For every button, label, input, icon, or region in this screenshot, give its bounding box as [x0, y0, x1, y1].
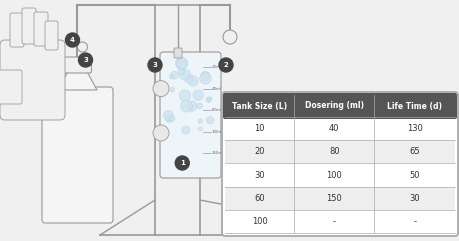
Circle shape	[199, 72, 211, 84]
Text: 150ml: 150ml	[211, 151, 224, 155]
Circle shape	[175, 57, 187, 69]
Circle shape	[169, 87, 174, 92]
Text: 40ml: 40ml	[211, 87, 221, 91]
Text: 30: 30	[409, 194, 419, 203]
Circle shape	[200, 71, 209, 80]
Text: 65: 65	[409, 147, 419, 156]
FancyBboxPatch shape	[0, 70, 22, 104]
Circle shape	[180, 100, 192, 112]
FancyBboxPatch shape	[174, 48, 182, 58]
Circle shape	[198, 127, 202, 131]
Bar	[224, 117, 454, 140]
Text: Life Time (d): Life Time (d)	[386, 101, 441, 111]
Circle shape	[206, 117, 213, 124]
Circle shape	[179, 69, 190, 80]
Bar	[224, 140, 454, 163]
Circle shape	[153, 80, 168, 97]
Text: 60ml: 60ml	[211, 108, 221, 112]
Text: 100ml: 100ml	[211, 130, 224, 134]
Bar	[224, 187, 454, 210]
Circle shape	[186, 101, 196, 111]
Circle shape	[163, 110, 173, 120]
Circle shape	[65, 33, 79, 47]
Text: 20ml: 20ml	[211, 65, 221, 69]
Bar	[224, 210, 454, 233]
Text: 80: 80	[328, 147, 339, 156]
Text: 4: 4	[70, 37, 75, 43]
Text: 150: 150	[326, 194, 341, 203]
Circle shape	[78, 53, 92, 67]
Text: 1: 1	[179, 160, 184, 166]
Circle shape	[165, 114, 174, 122]
Bar	[224, 163, 454, 187]
Text: -: -	[412, 217, 415, 226]
Text: 2: 2	[223, 62, 228, 68]
Text: 100: 100	[251, 217, 267, 226]
FancyBboxPatch shape	[222, 92, 457, 236]
FancyBboxPatch shape	[223, 93, 456, 119]
FancyBboxPatch shape	[45, 21, 58, 50]
FancyBboxPatch shape	[22, 8, 36, 44]
Text: 100: 100	[326, 170, 341, 180]
FancyBboxPatch shape	[160, 52, 220, 178]
Text: Tank Size (L): Tank Size (L)	[231, 101, 286, 111]
Circle shape	[181, 126, 190, 134]
FancyBboxPatch shape	[42, 87, 113, 223]
Text: 30: 30	[254, 170, 264, 180]
Circle shape	[207, 97, 212, 101]
Circle shape	[153, 125, 168, 141]
Circle shape	[205, 97, 211, 102]
FancyBboxPatch shape	[0, 40, 65, 120]
Circle shape	[77, 42, 87, 52]
Text: 130: 130	[406, 124, 422, 133]
Text: 50: 50	[409, 170, 419, 180]
Text: 60: 60	[254, 194, 264, 203]
Circle shape	[192, 90, 203, 100]
Circle shape	[178, 68, 184, 75]
FancyBboxPatch shape	[10, 13, 24, 47]
FancyBboxPatch shape	[63, 57, 91, 73]
FancyBboxPatch shape	[34, 12, 48, 46]
Text: 40: 40	[328, 124, 339, 133]
Circle shape	[187, 76, 198, 86]
Text: Dosering (ml): Dosering (ml)	[304, 101, 363, 111]
Circle shape	[185, 75, 193, 83]
Circle shape	[176, 58, 187, 69]
Circle shape	[169, 116, 175, 121]
Circle shape	[169, 75, 173, 79]
Circle shape	[148, 58, 162, 72]
Circle shape	[197, 119, 202, 124]
Text: -: -	[332, 217, 335, 226]
Circle shape	[218, 58, 233, 72]
Circle shape	[175, 156, 189, 170]
Text: 10: 10	[254, 124, 264, 133]
Text: 3: 3	[152, 62, 157, 68]
Circle shape	[223, 30, 236, 44]
Text: 20: 20	[254, 147, 264, 156]
Text: 3: 3	[83, 57, 88, 63]
Circle shape	[179, 90, 190, 101]
Circle shape	[196, 103, 202, 109]
Circle shape	[170, 71, 178, 79]
Polygon shape	[58, 72, 97, 90]
